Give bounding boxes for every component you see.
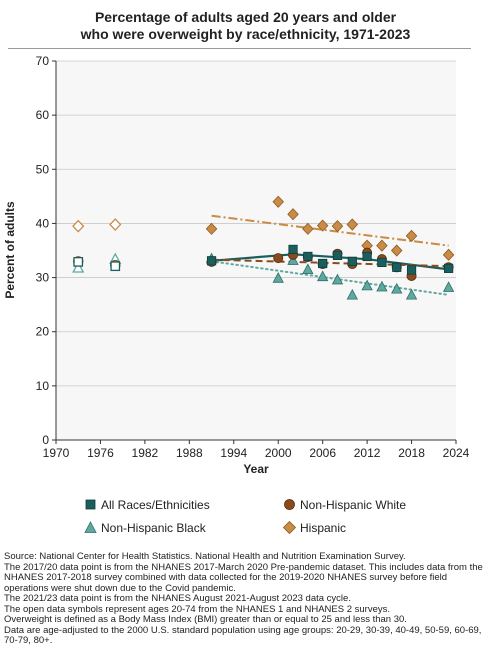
x-tick-label: 2006 xyxy=(309,446,336,460)
data-point-all xyxy=(206,256,217,266)
data-point-all xyxy=(362,251,372,262)
data-point-hispanic xyxy=(390,244,403,257)
axes xyxy=(52,60,457,444)
y-tick-label: 0 xyxy=(42,433,49,447)
data-point-hispanic xyxy=(405,229,418,242)
data-point-all xyxy=(332,250,343,260)
footnote-2017-20: The 2017/20 data point is from the NHANE… xyxy=(4,561,483,594)
data-point-all xyxy=(347,256,357,266)
x-tick-label: 1976 xyxy=(87,446,114,460)
trend-line-hispanic xyxy=(211,214,449,247)
chart-title: Percentage of adults aged 20 years and o… xyxy=(0,9,491,43)
y-tick-label: 60 xyxy=(36,108,50,122)
data-point-all xyxy=(406,265,417,275)
chart-title-line-1: Percentage of adults aged 20 years and o… xyxy=(94,9,397,25)
x-tick-label: 2012 xyxy=(354,446,381,460)
trend-line-all xyxy=(211,253,449,271)
data-point-all xyxy=(443,263,454,273)
data-point-all xyxy=(377,257,387,268)
data-point-black xyxy=(331,273,344,285)
data-points xyxy=(72,195,455,300)
y-tick-label: 70 xyxy=(36,54,50,68)
x-tick-label: 2024 xyxy=(443,446,470,460)
data-point-hispanic xyxy=(205,222,218,235)
title-divider xyxy=(8,48,471,49)
footnote-age-adjusted: Data are age-adjusted to the 2000 U.S. s… xyxy=(4,624,482,646)
footnotes: Source: National Center for Health Stati… xyxy=(4,551,487,647)
data-point-hispanic xyxy=(302,222,314,235)
trend-lines xyxy=(210,214,450,296)
x-tick-label: 2000 xyxy=(265,446,292,460)
footnote-source: Source: National Center for Health Stati… xyxy=(4,551,406,562)
data-point-black xyxy=(442,281,455,292)
legend-label-hispanic: Hispanic xyxy=(300,521,347,535)
open-point-hispanic xyxy=(109,218,122,231)
legend-circle-marker xyxy=(284,499,295,510)
open-point-hispanic xyxy=(72,219,85,233)
legend-label-black: Non-Hispanic Black xyxy=(101,521,206,535)
data-point-hispanic xyxy=(331,220,344,233)
x-tick-label: 1988 xyxy=(176,446,203,460)
legend-label-white: Non-Hispanic White xyxy=(300,498,407,512)
chart-title-line-2: who were overweight by race/ethnicity, 1… xyxy=(80,26,411,42)
data-point-black xyxy=(405,288,418,300)
data-point-black xyxy=(272,272,284,283)
footnote-definition: Overweight is defined as a Body Mass Ind… xyxy=(4,614,407,625)
open-point-all xyxy=(73,257,84,267)
gridlines xyxy=(56,60,456,387)
data-point-hispanic xyxy=(376,239,388,252)
data-point-hispanic xyxy=(442,248,455,261)
y-axis-label: Percent of adults xyxy=(3,201,17,299)
chart-legend: All Races/Ethnicities Non-Hispanic White… xyxy=(0,490,491,540)
y-tick-label: 30 xyxy=(36,271,50,285)
data-point-hispanic xyxy=(346,218,359,231)
plot-background xyxy=(56,61,456,440)
data-point-black xyxy=(302,263,314,275)
data-point-hispanic xyxy=(272,195,284,208)
trend-line-white xyxy=(211,258,449,268)
data-point-black xyxy=(346,288,358,300)
footnote-open-symbols: The open data symbols represent ages 20-… xyxy=(4,603,390,615)
x-tick-label: 1994 xyxy=(220,446,247,460)
data-point-all xyxy=(303,251,313,262)
data-point-black xyxy=(317,270,329,282)
tick-labels: 0 10 20 30 40 50 60 70 1970 1976 1982 1988 1994 2000 2… xyxy=(36,54,470,460)
x-tick-label: 2018 xyxy=(398,446,425,460)
data-point-all xyxy=(392,262,402,272)
legend-diamond-marker xyxy=(283,521,297,535)
x-tick-label: 1982 xyxy=(132,446,159,460)
data-point-black xyxy=(376,280,388,292)
data-point-hispanic xyxy=(316,219,329,232)
trend-line-black xyxy=(210,260,450,296)
y-tick-label: 50 xyxy=(36,162,50,176)
data-point-hispanic xyxy=(287,208,299,221)
data-point-white xyxy=(273,253,284,264)
data-point-black xyxy=(391,282,403,294)
y-tick-label: 40 xyxy=(36,216,50,230)
legend-square-marker xyxy=(85,499,96,510)
x-axis-label: Year xyxy=(243,462,269,476)
footnote-2021-23: The 2021/23 data point is from the NHANE… xyxy=(4,593,351,604)
y-tick-label: 20 xyxy=(36,325,50,339)
open-point-black xyxy=(72,261,85,273)
legend-label-all: All Races/Ethnicities xyxy=(101,498,210,512)
data-point-black xyxy=(361,279,373,291)
y-tick-label: 10 xyxy=(36,379,50,393)
x-tick-label: 1970 xyxy=(43,446,70,460)
open-point-all xyxy=(110,261,121,272)
data-point-all xyxy=(318,258,328,269)
data-point-all xyxy=(288,244,298,255)
scatter-chart: 0 10 20 30 40 50 60 70 1970 1976 1982 1988 1994 2000 2… xyxy=(3,54,470,476)
legend-triangle-marker xyxy=(84,521,97,533)
